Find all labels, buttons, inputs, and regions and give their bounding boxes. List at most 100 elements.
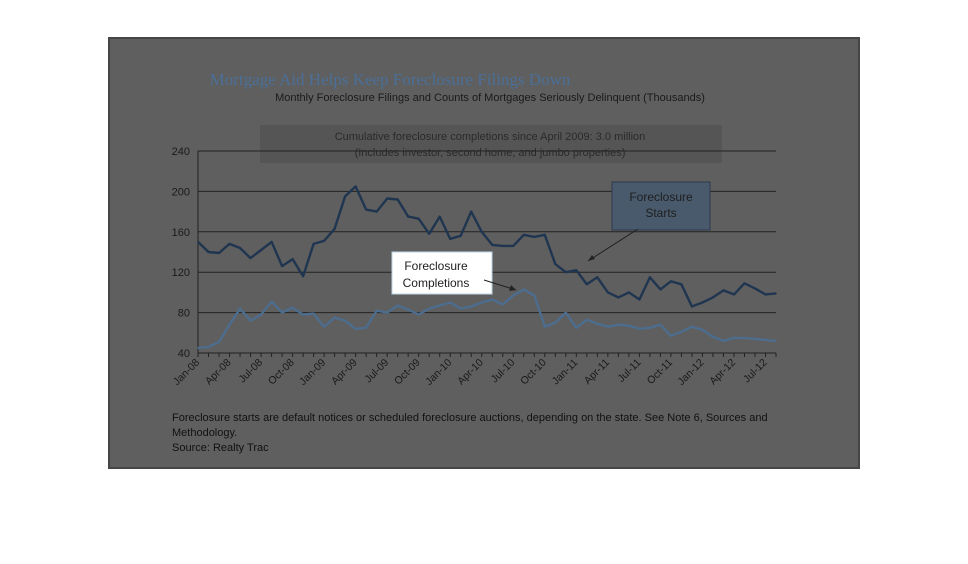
data-point xyxy=(743,337,746,339)
data-point xyxy=(701,301,704,304)
data-point xyxy=(554,321,557,324)
callout-completions-box xyxy=(391,251,493,295)
data-point xyxy=(712,296,714,299)
source-text: Source: Realty Trac xyxy=(172,442,269,454)
x-tick-label: Jul-11 xyxy=(615,357,643,385)
data-point xyxy=(354,328,357,330)
x-tick-label: Oct-11 xyxy=(645,357,675,387)
data-point xyxy=(333,316,336,319)
data-point xyxy=(743,282,746,285)
x-tick-label: Apr-08 xyxy=(203,357,234,388)
data-point xyxy=(438,304,441,307)
data-point xyxy=(722,340,725,342)
callout-starts-line-1: Foreclosure xyxy=(629,190,693,204)
data-point xyxy=(754,338,756,340)
callout-starts-box xyxy=(611,181,711,231)
data-point xyxy=(775,340,777,342)
x-axis: Jan-08 Apr-08 Jul-08 Oct-08 Jan-09 Apr-09 Jul-… xyxy=(171,353,777,388)
data-point xyxy=(659,323,662,326)
data-point xyxy=(228,243,231,245)
data-point xyxy=(333,228,336,230)
data-point xyxy=(438,215,441,218)
data-point xyxy=(596,322,599,325)
data-point xyxy=(417,313,420,316)
data-point xyxy=(407,308,410,311)
data-point xyxy=(754,287,756,290)
x-tick-label: Jul-08 xyxy=(236,357,265,386)
y-tick-label: 160 xyxy=(172,227,190,239)
data-point xyxy=(323,325,325,328)
data-point xyxy=(512,294,515,297)
callout-starts-line-2: Starts xyxy=(645,206,676,220)
x-tick-label: Jul-09 xyxy=(363,357,392,386)
data-point xyxy=(428,233,431,235)
x-tick-label: Jan-09 xyxy=(297,357,328,388)
data-point xyxy=(607,325,609,328)
data-point xyxy=(691,325,693,328)
chart-panel: Mortgage Aid Helps Keep Foreclosure Fili… xyxy=(108,37,860,469)
data-point xyxy=(533,294,536,297)
data-point xyxy=(312,312,315,315)
data-point xyxy=(459,235,462,237)
data-point xyxy=(565,311,567,314)
data-point xyxy=(270,241,273,243)
data-point xyxy=(607,291,609,294)
chart-title: Mortgage Aid Helps Keep Foreclosure Fili… xyxy=(210,70,571,89)
data-point xyxy=(302,275,304,277)
data-point xyxy=(502,303,504,306)
data-point xyxy=(670,280,672,283)
data-point xyxy=(638,328,641,330)
data-point xyxy=(512,245,515,247)
series-lines xyxy=(197,185,777,350)
data-point xyxy=(764,293,767,296)
data-point xyxy=(733,337,735,339)
data-point xyxy=(270,300,273,303)
series-line xyxy=(197,185,777,308)
data-point xyxy=(260,313,262,316)
data-point xyxy=(554,263,557,265)
data-point xyxy=(260,249,262,251)
data-point xyxy=(407,215,410,218)
data-point xyxy=(649,276,651,279)
y-tick-label: 40 xyxy=(178,348,190,360)
callout-starts-arrowhead xyxy=(588,255,595,261)
y-tick-label: 240 xyxy=(172,146,190,158)
data-point xyxy=(480,301,483,304)
data-point xyxy=(386,311,389,314)
data-point xyxy=(365,208,367,211)
data-point xyxy=(680,283,683,286)
x-tick-label: Jul-10 xyxy=(489,357,518,386)
data-point xyxy=(375,309,378,312)
data-point xyxy=(712,336,714,338)
callout-completions-line-1: Foreclosure xyxy=(404,259,468,273)
y-tick-label: 80 xyxy=(178,308,190,320)
data-point xyxy=(281,311,283,314)
data-point xyxy=(575,327,578,329)
data-point xyxy=(396,304,399,307)
annotation-box xyxy=(260,125,722,163)
data-point xyxy=(659,288,662,291)
data-point xyxy=(638,298,641,301)
data-point xyxy=(449,238,452,240)
x-tick-label: Apr-09 xyxy=(329,357,360,388)
x-tick-label: Oct-09 xyxy=(392,357,423,388)
footnote: Foreclosure starts are default notices o… xyxy=(172,411,792,456)
data-point xyxy=(459,307,462,310)
data-point xyxy=(680,331,683,333)
series-1 xyxy=(197,288,777,350)
data-point xyxy=(281,265,283,267)
data-point xyxy=(207,346,210,348)
data-point xyxy=(249,257,252,259)
data-point xyxy=(470,210,473,213)
data-point xyxy=(365,327,367,329)
data-point xyxy=(491,244,494,246)
x-tick-label: Apr-11 xyxy=(582,357,612,387)
data-point xyxy=(417,217,420,220)
data-point xyxy=(733,293,735,296)
x-tick-label: Apr-10 xyxy=(455,357,486,388)
data-point xyxy=(617,296,620,299)
data-point xyxy=(722,289,725,292)
data-point xyxy=(502,245,504,247)
data-point xyxy=(386,197,389,200)
data-point xyxy=(470,305,473,308)
